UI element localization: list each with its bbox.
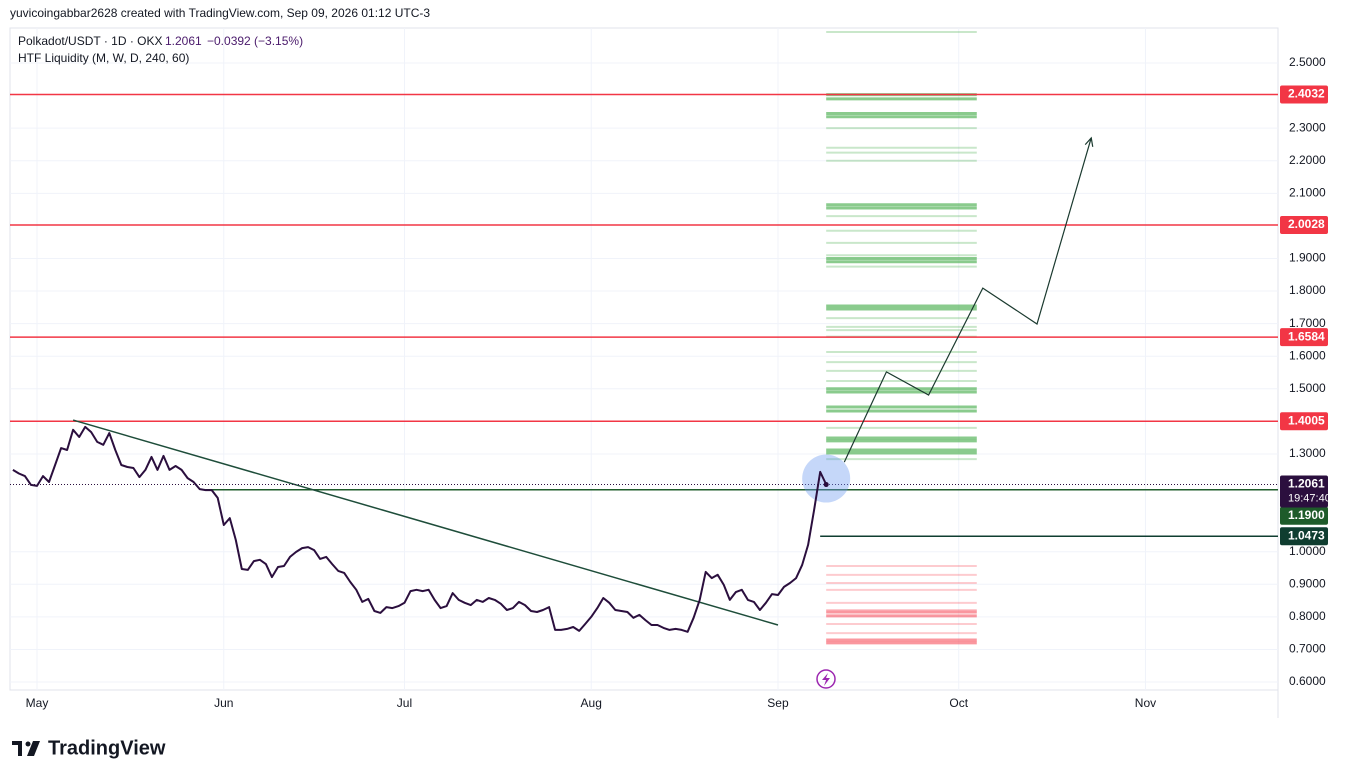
x-tick-label: Nov [1135, 696, 1156, 710]
y-tick-label: 0.7000 [1289, 642, 1326, 656]
level-label-box [1280, 85, 1328, 104]
level-label: 1.6584 [1288, 329, 1325, 343]
y-tick-label: 1.7000 [1289, 316, 1326, 330]
y-tick-label: 2.5000 [1289, 55, 1326, 69]
x-tick-label: Oct [949, 696, 968, 710]
event-icon-bolt [822, 673, 830, 686]
y-tick-label: 1.5000 [1289, 381, 1326, 395]
hline-label: 1.1900 [1288, 508, 1325, 522]
event-icon[interactable] [816, 669, 836, 689]
hline-label-box [1280, 506, 1328, 525]
y-tick-label: 2.3000 [1289, 120, 1326, 134]
y-tick-label: 0.8000 [1289, 609, 1326, 623]
price-series [12, 425, 828, 633]
legend-price: 1.2061 [165, 34, 202, 48]
legend-title: Polkadot/USDT · 1D · OKX [18, 34, 163, 48]
highlight [802, 454, 851, 503]
level-label: 2.0028 [1288, 217, 1325, 231]
level-label-box [1280, 215, 1328, 234]
y-tick-label: 1.0000 [1289, 544, 1326, 558]
y-tick-label: 0.9000 [1289, 576, 1326, 590]
marks [10, 31, 1278, 645]
grid [10, 28, 1278, 690]
level-label: 2.4032 [1288, 87, 1325, 101]
projection [843, 137, 1092, 463]
y-tick-label: 1.3000 [1289, 446, 1326, 460]
projection-arrowhead [1084, 136, 1094, 147]
y-tick-label: 1.6000 [1289, 348, 1326, 362]
y-tick-label: 2.2000 [1289, 153, 1326, 167]
legend-change: −0.0392 (−3.15%) [207, 34, 303, 48]
brand: TradingView [48, 737, 166, 759]
price-label: 1.2061 [1288, 477, 1325, 491]
level-label: 1.4005 [1288, 413, 1325, 427]
y-tick-label: 0.6000 [1289, 674, 1326, 688]
brand-logo [12, 741, 40, 756]
y-tick-label: 1.8000 [1289, 283, 1326, 297]
countdown: 19:47:40 [1288, 492, 1331, 504]
legend-indicator: HTF Liquidity (M, W, D, 240, 60) [18, 51, 189, 65]
axis: May Jun Jul Aug Sep Oct Nov 2.5000 2.3000 2.2000 2… [26, 55, 1331, 710]
y-tick-label: 1.9000 [1289, 251, 1326, 265]
trendline [72, 419, 779, 626]
x-tick-label: Aug [581, 696, 602, 710]
level-label-box [1280, 412, 1328, 431]
header: yuvicoingabbar2628 created with TradingV… [10, 6, 430, 20]
hline-label-box [1280, 527, 1328, 546]
price-label-box [1280, 475, 1328, 508]
x-tick-label: Jul [397, 696, 412, 710]
hline-label: 1.0473 [1288, 528, 1325, 542]
x-tick-label: Sep [767, 696, 789, 710]
level-label-box [1280, 328, 1328, 347]
x-tick-label: Jun [214, 696, 233, 710]
x-tick-label: May [26, 696, 49, 710]
last-point [823, 482, 829, 488]
plot-area [9, 27, 1279, 691]
y-tick-label: 2.1000 [1289, 185, 1326, 199]
